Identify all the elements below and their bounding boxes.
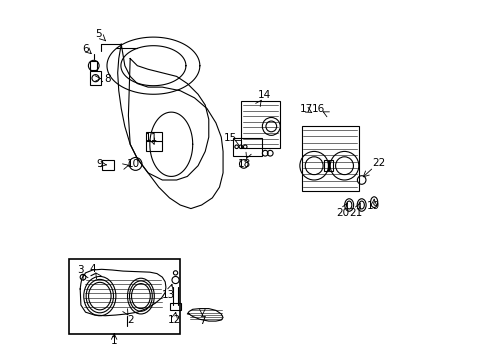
Text: 10: 10	[127, 159, 140, 169]
Text: 13: 13	[162, 290, 175, 300]
Bar	[90, 62, 97, 70]
Text: 11: 11	[145, 133, 158, 143]
Text: 12: 12	[167, 315, 181, 325]
Bar	[241, 102, 280, 148]
Bar	[301, 126, 358, 191]
Bar	[69, 258, 180, 334]
Bar	[328, 160, 332, 171]
Bar	[102, 160, 114, 170]
Text: 19: 19	[366, 201, 380, 211]
Text: 18: 18	[237, 159, 251, 169]
Text: 6: 6	[82, 44, 89, 54]
Text: 9: 9	[96, 159, 103, 169]
Text: 5: 5	[95, 29, 102, 39]
Text: 20: 20	[335, 208, 348, 218]
Text: 16: 16	[311, 104, 324, 114]
Text: 1: 1	[111, 337, 117, 346]
Bar	[233, 138, 261, 156]
Text: 4: 4	[89, 264, 96, 274]
Text: 3: 3	[77, 265, 83, 275]
Text: 17: 17	[299, 104, 312, 114]
Text: 14: 14	[258, 90, 271, 100]
Bar	[90, 71, 101, 85]
Bar	[170, 303, 181, 310]
Bar	[323, 160, 327, 171]
Text: 22: 22	[371, 158, 384, 168]
Text: 7: 7	[199, 316, 205, 327]
Text: 15: 15	[223, 133, 236, 143]
Bar	[146, 132, 162, 152]
Text: 21: 21	[348, 208, 362, 218]
Text: 2: 2	[127, 315, 134, 325]
Text: 8: 8	[104, 73, 111, 84]
